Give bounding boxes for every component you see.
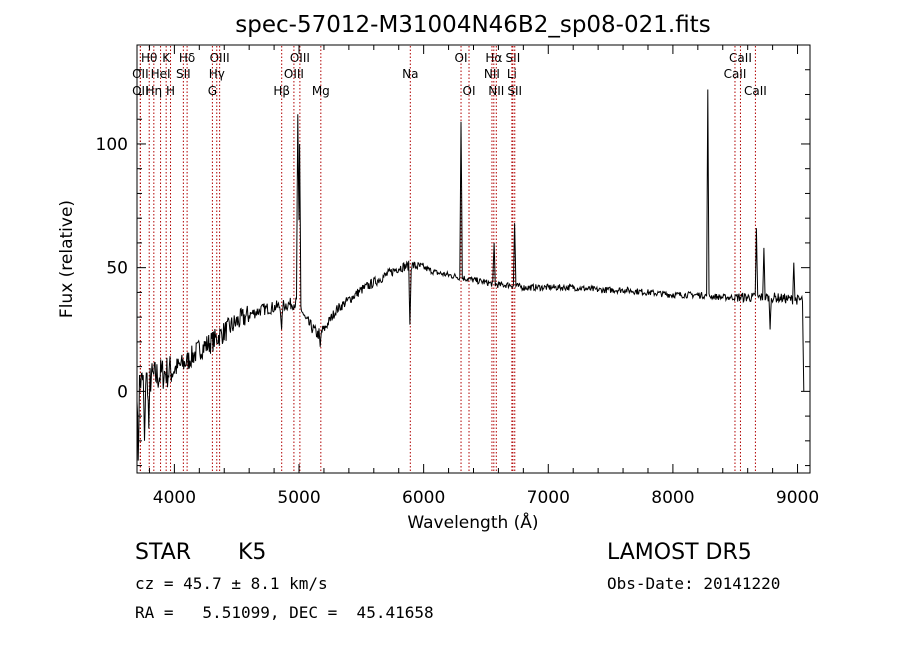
- spectrum-line: [136, 89, 805, 461]
- x-tick-label: 6000: [402, 488, 445, 508]
- x-tick-label: 5000: [277, 488, 320, 508]
- x-axis-label: Wavelength (Å): [407, 511, 538, 533]
- spectral-line-label: CaII: [724, 67, 747, 81]
- spectral-line-label: NII: [484, 67, 500, 81]
- spectral-line-label: Na: [402, 67, 418, 81]
- spectral-line-label: Mg: [312, 84, 330, 98]
- spectral-line-label: SII: [507, 84, 522, 98]
- x-tick-label: 9000: [776, 488, 819, 508]
- spectral-line-label: CaII: [744, 84, 767, 98]
- x-tick-label: 8000: [651, 488, 694, 508]
- spectral-line-label: Hβ: [273, 84, 290, 98]
- chart-title: spec-57012-M31004N46B2_sp08-021.fits: [235, 12, 710, 38]
- spectral-line-label: H: [166, 84, 175, 98]
- obs-date: Obs-Date: 20141220: [607, 574, 781, 593]
- spectral-line-label: SII: [506, 51, 521, 65]
- y-axis-label: Flux (relative): [57, 200, 77, 318]
- y-tick-label: 0: [117, 382, 128, 402]
- spectral-line-label: OI: [455, 51, 468, 65]
- object-class: STAR: [135, 540, 192, 565]
- spectral-line-label: OIII: [290, 51, 310, 65]
- spectral-line-label: G: [208, 84, 217, 98]
- spectral-line-label: Hδ: [179, 51, 195, 65]
- x-tick-label: 4000: [153, 488, 196, 508]
- spectral-line-label: K: [162, 51, 171, 65]
- spectral-line-label: SII: [176, 67, 191, 81]
- redshift-text: cz = 45.7 ± 8.1 km/s: [135, 574, 328, 593]
- spectral-line-label: OIII: [210, 51, 230, 65]
- survey-label: LAMOST DR5: [607, 540, 752, 565]
- spectral-line-label: NII: [488, 84, 504, 98]
- spectral-line-label: CaII: [729, 51, 752, 65]
- spectral-line-label: OI: [463, 84, 476, 98]
- y-tick-label: 50: [106, 259, 128, 279]
- axis-ticks: 4000 5000 6000 7000 8000 9000 0 50 100: [96, 44, 819, 508]
- spectral-line-label: Li: [507, 67, 517, 81]
- y-tick-label: 100: [96, 135, 128, 155]
- object-subclass: K5: [238, 540, 267, 565]
- spectral-line-label: Hα: [485, 51, 502, 65]
- spectral-line-label: OIII: [284, 67, 304, 81]
- spectral-line-label: HeI: [151, 67, 171, 81]
- spectrum-layer: [136, 89, 805, 461]
- spectral-line-label: Hη: [146, 84, 163, 98]
- spectral-line-label: Hθ: [141, 51, 157, 65]
- x-tick-label: 7000: [527, 488, 570, 508]
- coordinates: RA = 5.51099, DEC = 45.41658: [135, 603, 434, 622]
- spectral-line-label: OII: [132, 84, 149, 98]
- spectral-line-label: Hγ: [209, 67, 225, 81]
